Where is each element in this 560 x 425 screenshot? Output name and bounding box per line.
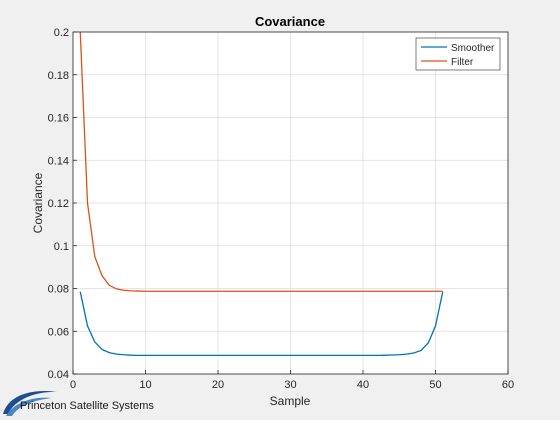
y-tick-label: 0.2 <box>54 27 69 39</box>
x-axis-label: Sample <box>270 394 311 408</box>
legend-label-smoother: Smoother <box>451 43 495 54</box>
y-tick-label: 0.1 <box>54 241 69 253</box>
legend: Smoother Filter <box>415 37 501 71</box>
x-tick-label: 60 <box>502 379 514 391</box>
y-tick-label: 0.12 <box>48 198 69 210</box>
y-tick-label: 0.18 <box>48 70 69 82</box>
x-tick-label: 10 <box>139 379 151 391</box>
x-tick-label: 20 <box>212 379 224 391</box>
series-layer <box>79 31 444 357</box>
y-axis-label: Covariance <box>31 172 45 233</box>
y-tick-label: 0.16 <box>48 113 69 125</box>
logo-swoosh-icon <box>3 390 58 414</box>
x-tick-label: 40 <box>357 379 369 391</box>
x-tick-label: 50 <box>429 379 441 391</box>
logo <box>3 390 58 416</box>
logo-swoosh-icon-2 <box>6 397 52 416</box>
chart-title: Covariance <box>255 14 325 29</box>
legend-box <box>415 37 501 71</box>
x-tick-label: 0 <box>70 379 76 391</box>
y-tick-label: 0.06 <box>48 326 69 338</box>
legend-label-filter: Filter <box>451 57 474 68</box>
series-line-filter <box>79 31 443 292</box>
y-tick-label: 0.08 <box>48 284 69 296</box>
y-tick-label: 0.04 <box>48 369 69 381</box>
series-line-smoother <box>79 291 444 357</box>
y-tick-label: 0.14 <box>48 155 69 167</box>
ticks: 0 10 20 30 40 50 60 0.04 0.06 0.08 0.1 0.12 0.14 0.16… <box>48 27 515 391</box>
x-tick-label: 30 <box>284 379 296 391</box>
logo-text: Princeton Satellite Systems <box>20 400 154 412</box>
